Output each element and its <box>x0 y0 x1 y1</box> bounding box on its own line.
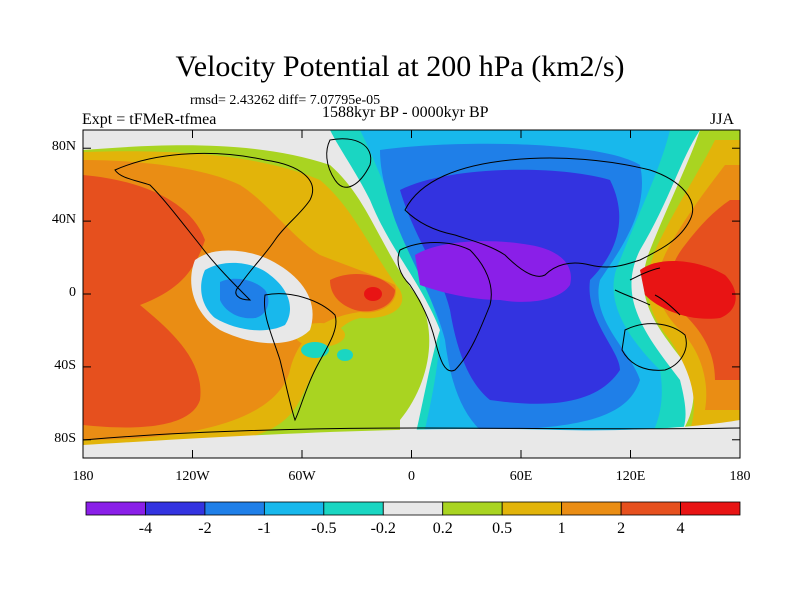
colorbar-box <box>680 501 741 516</box>
contour-neg-0_5-samer <box>301 342 329 358</box>
coast-greenland <box>326 138 372 188</box>
colorbar-box <box>620 501 681 516</box>
colorbar-box <box>85 501 146 516</box>
coast-antarctica <box>83 427 740 441</box>
colorbar-level-label: -1 <box>257 520 272 537</box>
colorbar-level-label: 2 <box>617 520 626 537</box>
colorbar-box <box>442 501 503 516</box>
colorbar-box <box>145 501 206 516</box>
colorbar-level-label: -0.2 <box>370 520 396 537</box>
contour-neg-4-east <box>415 241 571 302</box>
contour-south-polar <box>83 420 740 458</box>
colorbar-level-label: -4 <box>138 520 153 537</box>
coast-south-america <box>263 293 337 422</box>
x-tick-label: 180 <box>72 469 94 484</box>
coastlines <box>83 138 740 441</box>
axis-ticks <box>82 130 741 458</box>
colorbar <box>85 501 741 516</box>
colorbar-box <box>263 501 325 516</box>
contour-pos-4-wpac <box>640 260 736 319</box>
contour-pos-2-atlantic <box>330 274 395 312</box>
y-tick-label: 80S <box>54 430 76 446</box>
y-tick-label: 80N <box>51 139 76 155</box>
x-tick-label: 0 <box>408 469 415 484</box>
contour-pos-4-atlantic <box>364 287 382 301</box>
colorbar-level-label: 0.2 <box>432 520 453 537</box>
x-tick-label: 120W <box>175 469 210 484</box>
x-tick-label: 60W <box>288 469 316 484</box>
x-tick-label: 120E <box>615 469 646 484</box>
coast-australia <box>621 323 687 371</box>
coast-africa <box>397 242 492 372</box>
colorbar-level-label: 4 <box>676 520 685 537</box>
y-tick-label: 40N <box>51 212 76 228</box>
period-label: 1588kyr BP - 0000kyr BP <box>322 104 489 121</box>
contour-neg-0_5-natlantic <box>337 349 353 361</box>
colorbar-level-label: -2 <box>198 520 212 537</box>
colorbar-box <box>323 501 384 516</box>
coast-maritime-continent <box>614 267 681 316</box>
experiment-label: Expt = tFMeR-tfmea <box>82 111 217 128</box>
colorbar-box <box>382 501 444 516</box>
contour-neg-1-epac <box>220 278 269 319</box>
x-tick-label: 180 <box>729 469 751 484</box>
season-label: JJA <box>710 111 735 128</box>
colorbar-level-label: -0.5 <box>311 520 337 537</box>
colorbar-level-label: 0.5 <box>492 520 513 537</box>
field-fill <box>83 130 740 458</box>
y-tick-label: 0 <box>69 285 76 300</box>
colorbar-box <box>501 501 563 516</box>
contour-pos-2-west <box>83 175 205 428</box>
coast-eurasia <box>404 157 694 277</box>
colorbar-level-label: 1 <box>557 520 566 537</box>
y-tick-label: 40S <box>54 357 76 373</box>
stats-text: rmsd= 2.43262 diff= 7.07795e-05 <box>190 93 381 108</box>
colorbar-box <box>204 501 265 516</box>
coast-north-america <box>114 152 314 301</box>
map-title: Velocity Potential at 200 hPa (km2/s) <box>175 50 625 83</box>
x-tick-label: 60E <box>509 469 533 484</box>
colorbar-box <box>561 501 622 516</box>
